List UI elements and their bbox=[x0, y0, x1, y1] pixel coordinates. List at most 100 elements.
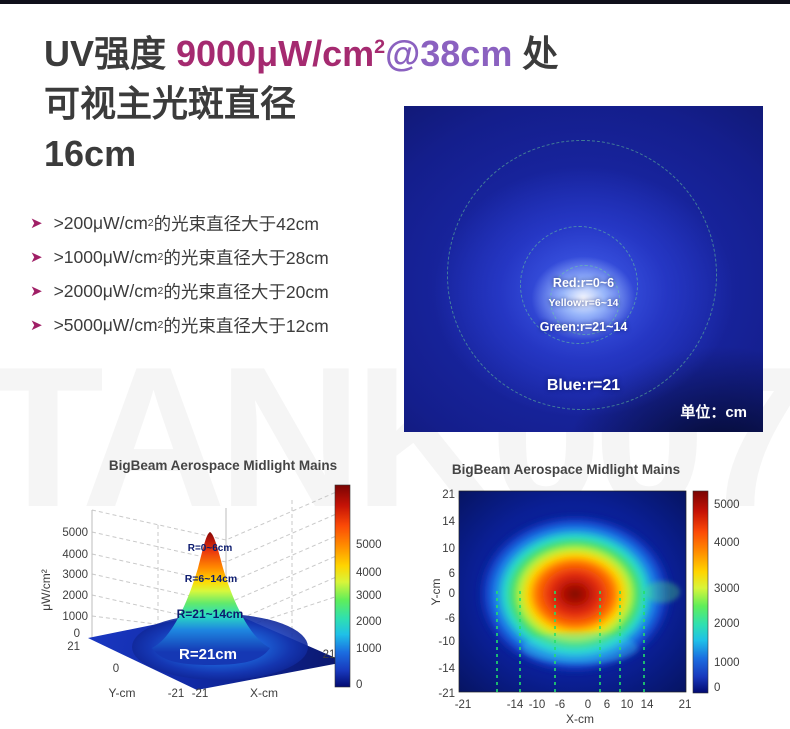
y-tick: -21 bbox=[438, 688, 455, 700]
ring-label-yellow: Yellow:r=6~14 bbox=[548, 297, 619, 309]
bullet-text: >2000μW/cm bbox=[53, 280, 158, 301]
z-tick: 3000 bbox=[62, 569, 88, 581]
colorbar-tick: 4000 bbox=[714, 537, 740, 549]
x-tick: 6 bbox=[604, 699, 610, 711]
y-tick: 14 bbox=[442, 516, 455, 528]
colorbar-tick: 1000 bbox=[356, 643, 382, 655]
dashed-guide-lines bbox=[496, 591, 645, 692]
unit-label: 单位：cm bbox=[680, 404, 747, 421]
ring-label-red: Red:r=0~6 bbox=[552, 276, 615, 290]
x-tick: -10 bbox=[529, 699, 546, 711]
y-tick: -10 bbox=[438, 636, 455, 648]
x-axis-label: X-cm bbox=[250, 686, 278, 700]
beam-spot-image: Red:r=0~6 Yellow:r=6~14 Green:r=21~14 Bl… bbox=[404, 106, 763, 432]
surface-annotation-green: R=21~14cm bbox=[177, 607, 244, 621]
colorbar-tick: 5000 bbox=[714, 499, 740, 511]
surface-annotation-yellow: R=6~14cm bbox=[185, 573, 238, 585]
title-line-1: UV强度 9000μW/cm2@38cm 处 bbox=[44, 22, 558, 79]
bullet-text: 的光束直径大于42cm bbox=[153, 213, 319, 234]
x-tick: 21 bbox=[323, 649, 336, 661]
surface-chart-title: BigBeam Aerospace Midlight Mains bbox=[109, 458, 337, 473]
bullet-text: 的光束直径大于28cm bbox=[163, 247, 329, 268]
x-tick: 14 bbox=[641, 699, 654, 711]
list-item: ➤ >200μW/cm 2 的光束直径大于42cm bbox=[30, 206, 329, 240]
y-tick: 0 bbox=[113, 663, 119, 675]
y-tick: -14 bbox=[438, 663, 455, 675]
bullet-text: 的光束直径大于20cm bbox=[163, 281, 329, 302]
beam-ring-middle bbox=[520, 226, 638, 344]
y-axis-label: Y-cm bbox=[109, 686, 136, 700]
title-suffix: 处 bbox=[512, 33, 559, 74]
y-tick: -21 bbox=[168, 688, 185, 700]
title-intensity-value: 9000μW/cm bbox=[176, 33, 375, 74]
x-tick: -6 bbox=[555, 699, 565, 711]
arrow-bullet-icon: ➤ bbox=[30, 249, 43, 266]
x-tick: 10 bbox=[621, 699, 634, 711]
surface-annotation-blue: R=21cm bbox=[179, 646, 237, 663]
bullet-sup: 2 bbox=[157, 285, 164, 297]
x-tick: -14 bbox=[507, 699, 524, 711]
y-axis-label: Y-cm bbox=[430, 579, 443, 606]
z-tick: 0 bbox=[74, 628, 80, 640]
title-line-2: 可视主光斑直径 bbox=[44, 83, 297, 124]
z-tick: 1000 bbox=[62, 611, 88, 623]
bullet-sup: 2 bbox=[157, 251, 164, 263]
beam-ring-inner bbox=[550, 265, 620, 335]
y-tick: 0 bbox=[449, 588, 455, 600]
y-tick: 6 bbox=[449, 568, 455, 580]
surface-cone bbox=[152, 532, 270, 665]
colorbar-tick: 2000 bbox=[356, 616, 382, 628]
y-tick: 21 bbox=[442, 489, 455, 501]
ring-label-green: Green:r=21~14 bbox=[539, 320, 628, 334]
bullet-text: >200μW/cm bbox=[53, 212, 148, 233]
x-axis-label: X-cm bbox=[566, 712, 594, 726]
beam-ring-outer bbox=[447, 140, 717, 410]
arrow-bullet-icon: ➤ bbox=[30, 215, 43, 232]
colorbar-tick: 0 bbox=[356, 679, 362, 691]
colorbar-tick: 0 bbox=[714, 682, 720, 694]
y-tick: -6 bbox=[445, 613, 455, 625]
x-tick: 0 bbox=[585, 699, 591, 711]
colorbar-tick: 3000 bbox=[714, 583, 740, 595]
title-intensity-sup: 2 bbox=[374, 36, 386, 58]
spec-bullet-list: ➤ >200μW/cm 2 的光束直径大于42cm ➤ >1000μW/cm 2 的光束直径… bbox=[30, 206, 329, 342]
list-item: ➤ >1000μW/cm 2 的光束直径大于28cm bbox=[30, 240, 329, 274]
heatmap-blob bbox=[475, 512, 680, 676]
colorbar-tick: 3000 bbox=[356, 590, 382, 602]
heatmap-colorbar bbox=[692, 490, 709, 694]
colorbar-tick: 2000 bbox=[714, 618, 740, 630]
x-tick: -21 bbox=[192, 688, 209, 700]
list-item: ➤ >2000μW/cm 2 的光束直径大于20cm bbox=[30, 274, 329, 308]
page-title: UV强度 9000μW/cm2@38cm 处 可视主光斑直径 16cm bbox=[44, 22, 558, 179]
bullet-sup: 2 bbox=[147, 217, 154, 229]
surface-colorbar bbox=[334, 484, 351, 688]
colorbar-tick: 5000 bbox=[356, 539, 382, 551]
title-line-3: 16cm bbox=[44, 133, 137, 174]
colorbar-tick: 4000 bbox=[356, 567, 382, 579]
top-accent-bar bbox=[0, 0, 790, 4]
heatmap-chart: BigBeam Aerospace Midlight Mains 21 14 1… bbox=[430, 462, 740, 726]
z-tick: 5000 bbox=[62, 527, 88, 539]
bullet-text: >5000μW/cm bbox=[53, 314, 158, 335]
y-tick: 21 bbox=[67, 641, 80, 653]
heatmap-chart-title: BigBeam Aerospace Midlight Mains bbox=[452, 462, 680, 477]
z-tick: 2000 bbox=[62, 590, 88, 602]
arrow-bullet-icon: ➤ bbox=[30, 317, 43, 334]
y-tick: 10 bbox=[442, 543, 455, 555]
arrow-bullet-icon: ➤ bbox=[30, 283, 43, 300]
bullet-text: >1000μW/cm bbox=[53, 246, 158, 267]
list-item: ➤ >5000μW/cm 2 的光束直径大于12cm bbox=[30, 308, 329, 342]
title-prefix: UV强度 bbox=[44, 33, 177, 74]
surface-annotation-red: R=0~6cm bbox=[188, 543, 233, 554]
z-axis-label: μW/cm² bbox=[39, 569, 53, 611]
ring-label-blue: Blue:r=21 bbox=[546, 377, 621, 394]
bullet-text: 的光束直径大于12cm bbox=[163, 315, 329, 336]
z-tick: 4000 bbox=[62, 549, 88, 561]
colorbar-tick: 1000 bbox=[714, 657, 740, 669]
x-tick: 21 bbox=[679, 699, 692, 711]
bullet-sup: 2 bbox=[157, 319, 164, 331]
surface-chart: BigBeam Aerospace Midlight Mains R=0~6cm… bbox=[39, 458, 382, 700]
x-tick: -21 bbox=[455, 699, 472, 711]
title-distance: @38cm bbox=[385, 33, 513, 74]
